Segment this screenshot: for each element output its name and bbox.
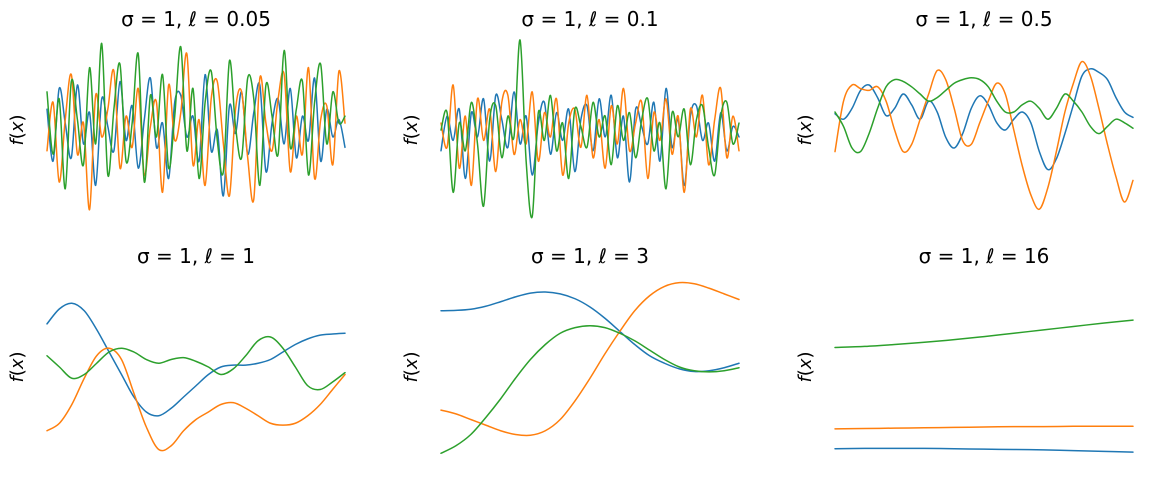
series-line-blue [834, 67, 1134, 171]
subplot-title: σ = 1, ℓ = 16 [919, 244, 1050, 268]
subplot-title: σ = 1, ℓ = 3 [531, 244, 649, 268]
subplot-5: σ = 1, ℓ = 3 f(x) [401, 244, 740, 454]
plot-area [46, 42, 346, 211]
subplot-title: σ = 1, ℓ = 0.1 [521, 7, 658, 31]
series-line-green [834, 77, 1134, 154]
subplot-title: σ = 1, ℓ = 0.05 [121, 7, 271, 31]
y-axis-label: f(x) [7, 114, 28, 145]
y-axis-label: f(x) [795, 114, 816, 145]
subplot-1: σ = 1, ℓ = 0.05 f(x) [7, 7, 346, 211]
y-axis-label: f(x) [401, 114, 422, 145]
subplot-4: σ = 1, ℓ = 1 f(x) [7, 244, 346, 452]
plot-area [440, 39, 740, 219]
series-line-orange [46, 52, 346, 211]
series-line-green [46, 335, 346, 391]
series-line-orange [440, 84, 740, 194]
series-line-blue [440, 291, 740, 373]
subplot-3: σ = 1, ℓ = 0.5 f(x) [795, 7, 1134, 210]
series-line-orange [834, 425, 1134, 430]
series-line-blue [834, 447, 1134, 453]
series-line-green [834, 319, 1134, 349]
plot-area [834, 319, 1134, 453]
plot-area [834, 60, 1134, 210]
subplot-6: σ = 1, ℓ = 16 f(x) [795, 244, 1134, 453]
series-line-green [440, 39, 740, 219]
subplot-title: σ = 1, ℓ = 0.5 [915, 7, 1052, 31]
y-axis-label: f(x) [7, 351, 28, 382]
plot-area [440, 281, 740, 454]
series-line-green [440, 325, 740, 454]
series-line-orange [834, 60, 1134, 210]
series-line-blue [46, 302, 346, 417]
series-line-orange [46, 347, 346, 452]
series-line-green [46, 42, 346, 190]
y-axis-label: f(x) [401, 351, 422, 382]
subplot-title: σ = 1, ℓ = 1 [137, 244, 255, 268]
plot-area [46, 302, 346, 452]
series-line-orange [440, 281, 740, 437]
subplot-2: σ = 1, ℓ = 0.1 f(x) [401, 7, 740, 219]
y-axis-label: f(x) [795, 351, 816, 382]
